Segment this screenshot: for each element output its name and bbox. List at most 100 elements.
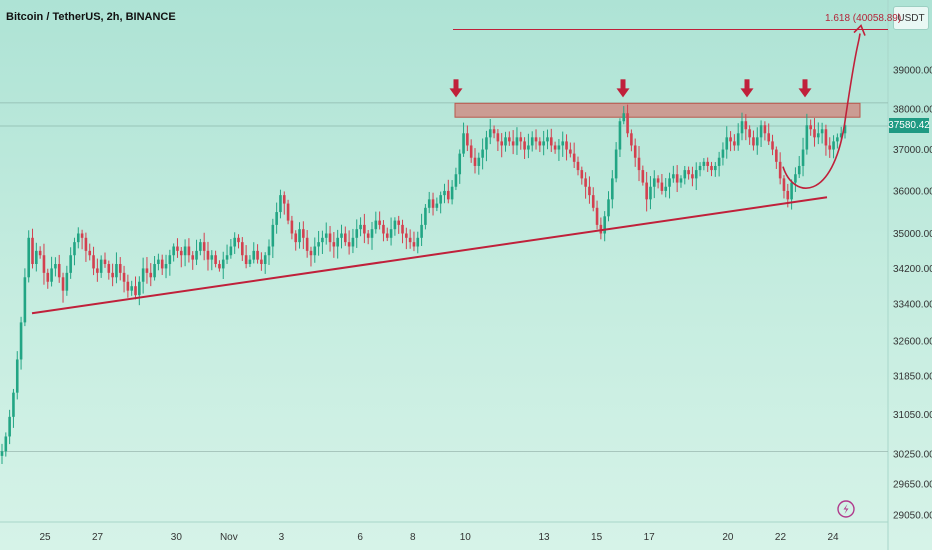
candle-body (405, 233, 408, 238)
candle-body (580, 170, 584, 179)
candle-body (359, 224, 362, 230)
candle-body (206, 250, 210, 260)
candle-body (557, 145, 561, 150)
price-axis: 29050.00 29650.00 30250.00 31050.00 31850.00… (893, 66, 932, 522)
candle-body (19, 322, 23, 360)
candle-body (244, 255, 248, 265)
candle-body (729, 137, 732, 142)
candle-body (271, 224, 275, 247)
candle-body (782, 178, 786, 191)
candle-body (149, 272, 153, 278)
candle-body (431, 199, 435, 208)
candle-body (225, 255, 229, 260)
candle-body (50, 268, 53, 282)
candle-body (12, 392, 15, 417)
candle-body (168, 255, 172, 265)
candle-body (355, 229, 359, 238)
candle-body (134, 286, 137, 296)
time-tick-label: 22 (775, 532, 787, 543)
price-tick-label: 33400.00 (893, 300, 932, 311)
candle-body (183, 246, 187, 256)
candle-body (664, 186, 668, 191)
candle-body (755, 137, 759, 146)
candle-body (4, 436, 8, 452)
candles (0, 104, 847, 465)
candle-body (458, 153, 462, 175)
candle-body (618, 121, 622, 150)
candle-body (565, 141, 568, 150)
candle-body (519, 137, 523, 142)
projection-curve (782, 33, 861, 189)
candle-body (210, 255, 214, 260)
candle-body (199, 242, 202, 251)
candle-body (446, 190, 450, 200)
candle-body (416, 237, 420, 247)
candle-body (35, 250, 38, 265)
candle-body (267, 246, 271, 256)
candle-body (492, 129, 496, 134)
candle-body (668, 178, 671, 187)
candle-body (328, 233, 332, 243)
down-arrow-marker (449, 79, 463, 98)
candle-body (591, 195, 595, 208)
candle-body (824, 129, 828, 146)
candle-body (286, 203, 290, 221)
candle-body (462, 133, 465, 154)
price-tick-label: 31050.00 (893, 410, 932, 421)
candle-body (656, 178, 660, 183)
candle-body (488, 129, 492, 138)
candle-body (477, 157, 481, 166)
candle-body (633, 145, 637, 158)
candle-body (0, 451, 4, 456)
candle-body (370, 229, 374, 238)
candle-body (378, 220, 381, 225)
time-tick-label: 8 (410, 532, 416, 543)
down-arrow-shaft (802, 79, 808, 90)
replay-icon[interactable] (837, 500, 855, 518)
candle-body (397, 220, 401, 225)
candle-body (572, 153, 576, 162)
candle-body (736, 133, 740, 146)
support-trendline (31, 196, 828, 315)
candle-body (801, 149, 805, 166)
price-tick-label: 34200.00 (893, 264, 932, 275)
candle-body (229, 246, 233, 256)
candle-body (80, 233, 84, 238)
candle-body (546, 137, 549, 142)
candle-body (832, 141, 835, 150)
candle-body (313, 246, 317, 256)
projection-curve-group (782, 24, 866, 189)
candle-body (538, 141, 542, 146)
candle-body (344, 233, 347, 243)
candle-body (61, 277, 65, 291)
candle-body (515, 137, 519, 146)
candle-body (176, 246, 179, 251)
resistance-zone-rect (454, 102, 861, 118)
candle-body (241, 242, 244, 256)
time-tick-label: Nov (220, 532, 238, 543)
candle-body (771, 141, 774, 150)
candle-body (248, 259, 252, 265)
candle-body (218, 264, 221, 269)
candle-body (172, 246, 175, 256)
candle-body (141, 268, 145, 282)
candle-body (588, 186, 591, 196)
candle-body (46, 272, 50, 282)
candle-body (27, 237, 31, 278)
candle-body (469, 145, 473, 158)
candle-body (294, 233, 298, 243)
candle-body (96, 268, 99, 273)
candle-body (466, 133, 469, 146)
candle-body (302, 229, 305, 238)
candle-body (157, 259, 160, 265)
candle-body (450, 186, 454, 200)
price-tick-label: 32600.00 (893, 336, 932, 347)
candle-body (504, 137, 507, 146)
projection-arrowhead (853, 24, 866, 36)
candle-body (652, 178, 656, 187)
currency-selector[interactable]: USDT (893, 6, 929, 30)
time-tick-label: 20 (722, 532, 734, 543)
candle-body (382, 224, 385, 234)
